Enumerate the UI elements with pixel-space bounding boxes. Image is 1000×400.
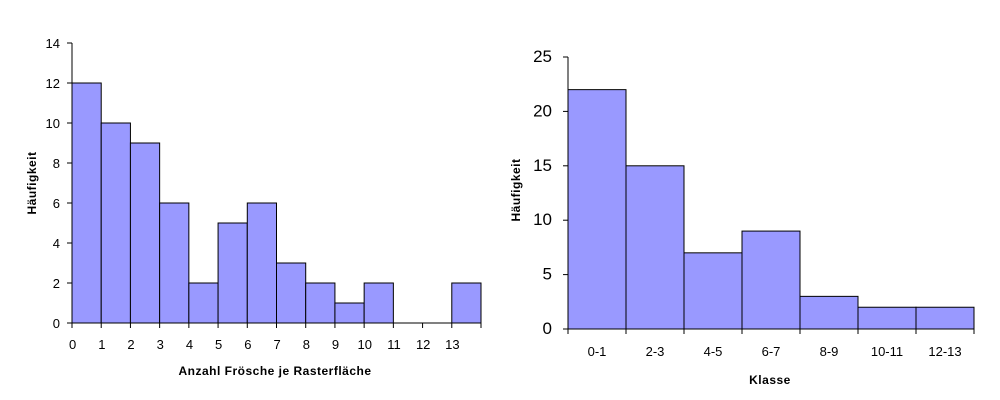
bars-group	[567, 89, 975, 330]
bar	[683, 252, 743, 330]
bars-group	[71, 82, 482, 324]
bar	[276, 262, 307, 324]
x-ticks-group: 0 1 2 3 4 5 6 7 8 9 10 11 12 13	[69, 323, 482, 352]
x-tick-label: 6-7	[762, 344, 781, 359]
y-tick-label: 12	[46, 76, 60, 91]
x-tick-label: 8-9	[820, 344, 839, 359]
y-ticks-group: 0 2 4 6 8 10 12 14	[46, 36, 72, 331]
x-tick-label: 6	[244, 337, 251, 352]
y-tick-label: 8	[53, 156, 60, 171]
bar	[625, 165, 685, 330]
y-tick-label: 10	[533, 210, 552, 229]
bar	[567, 89, 627, 330]
x-tick-label: 7	[273, 337, 280, 352]
x-tick-label: 12	[416, 337, 430, 352]
x-tick-label: 10-11	[871, 344, 903, 359]
x-axis-title: Anzahl Frösche je Rasterfläche	[178, 364, 371, 378]
y-tick-label: 14	[46, 36, 60, 51]
y-tick-label: 20	[533, 101, 552, 120]
bar	[363, 282, 394, 324]
x-tick-label: 9	[332, 337, 339, 352]
bar	[799, 295, 859, 330]
x-tick-label: 10	[358, 337, 372, 352]
x-tick-label: 2-3	[646, 344, 665, 359]
x-tick-label: 12-13	[928, 344, 961, 359]
y-tick-label: 15	[533, 156, 552, 175]
x-tick-label: 13	[445, 337, 459, 352]
x-tick-label: 1	[98, 337, 105, 352]
y-axis-title: Häufigkeit	[25, 151, 39, 214]
x-tick-label: 3	[157, 337, 164, 352]
y-tick-label: 0	[543, 319, 552, 338]
y-tick-label: 5	[543, 265, 552, 284]
y-tick-label: 25	[533, 47, 552, 66]
bar	[100, 122, 131, 324]
bar	[915, 306, 975, 330]
x-axis-title: Klasse	[749, 373, 791, 387]
y-tick-label: 6	[53, 196, 60, 211]
y-ticks-group: 0 5 10 15 20 25	[533, 47, 568, 338]
y-tick-label: 10	[46, 116, 60, 131]
axes-group	[567, 57, 974, 330]
y-tick-label: 4	[53, 236, 60, 251]
x-tick-label: 2	[127, 337, 134, 352]
y-axis-title: Häufigkeit	[509, 158, 523, 221]
bar	[741, 230, 801, 330]
x-tick-label: 5	[215, 337, 222, 352]
bar	[159, 202, 190, 324]
bar	[217, 222, 248, 324]
y-tick-label: 2	[53, 276, 60, 291]
bar	[71, 82, 102, 324]
x-tick-label: 8	[303, 337, 310, 352]
x-tick-label: 11	[387, 337, 401, 352]
x-tick-label: 0	[69, 337, 76, 352]
x-ticks-group: 0-1 2-3 4-5 6-7 8-9 10-11 12-13	[567, 329, 975, 359]
bar	[129, 142, 161, 324]
x-tick-label: 0-1	[588, 344, 607, 359]
bar	[857, 306, 917, 330]
y-tick-label: 0	[53, 316, 60, 331]
x-tick-label: 4-5	[704, 344, 723, 359]
x-tick-label: 4	[186, 337, 193, 352]
